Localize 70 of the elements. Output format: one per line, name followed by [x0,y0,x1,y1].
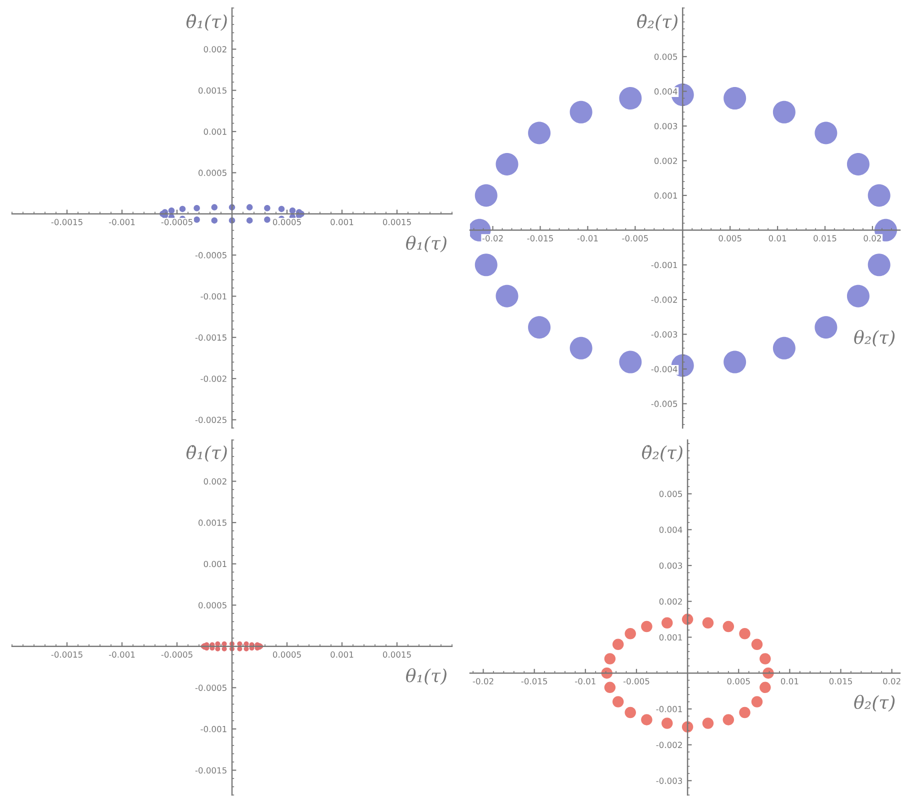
y-tick-label: 0.002 [654,158,677,164]
y-tick-label: 0.001 [204,128,226,135]
y-tick-label: -0.004 [651,366,678,372]
x-axis-title: θ₂(τ) [854,694,895,712]
x-tick-label: 0.005 [727,678,750,684]
y-tick-label: 0.001 [654,192,677,199]
x-axis-title: θ₁(τ) [406,236,446,252]
y-tick-label: 0.0015 [198,520,226,526]
x-tick-label: 0.01 [780,678,798,684]
x-tick-label: 0.02 [864,235,881,242]
x-tick-label: -0.001 [108,651,135,658]
y-axis-title: θ̇₁(τ) [186,445,227,462]
y-tick-label: 0.001 [204,560,226,568]
y-axis-title: θ̇₂(τ) [642,445,682,462]
y-tick-label: -0.001 [200,726,226,732]
x-tick-label: 0.02 [883,678,900,684]
y-tick-label: -0.001 [200,293,226,300]
x-tick-label: -0.0015 [51,218,82,226]
y-tick-label: 0.002 [659,598,682,605]
x-tick-label: -0.0015 [51,651,82,658]
y-tick-label: 0.0015 [198,87,226,94]
x-axis-title: θ₂(τ) [854,330,895,347]
y-tick-label: 0.0005 [198,602,226,608]
x-tick-label: -0.001 [108,218,135,226]
y-tick-label: 0.002 [204,46,226,52]
y-tick-label: 0.002 [204,478,226,485]
x-tick-label: 0.015 [829,678,852,684]
x-tick-label: 0.0005 [272,218,301,226]
y-tick-label: 0.003 [654,123,678,130]
x-tick-label: 0.015 [814,235,836,242]
y-tick-label: -0.0005 [195,684,226,691]
x-axis-title: θ₁(τ) [406,668,446,685]
y-tick-label: 0.004 [654,88,678,95]
x-tick-label: -0.0005 [161,651,192,658]
x-tick-label: 0.0015 [382,651,411,658]
x-tick-label: -0.015 [527,235,553,242]
x-tick-label: -0.02 [482,235,503,242]
y-tick-label: -0.0025 [195,416,226,424]
x-tick-label: -0.0005 [161,218,192,226]
y-tick-label: -0.001 [656,706,682,712]
x-tick-label: -0.005 [623,678,650,684]
x-tick-label: -0.01 [577,235,598,242]
y-axis-title: θ̇₂(τ) [637,14,678,31]
x-tick-label: -0.015 [521,678,548,684]
x-tick-label: -0.005 [622,235,648,242]
x-tick-label: 0.005 [718,235,742,242]
y-tick-label: -0.002 [656,742,682,748]
y-tick-label: 0.004 [659,526,682,533]
y-tick-label: -0.0015 [195,334,226,341]
y-tick-label: -0.003 [656,778,682,784]
y-tick-label: 0.0005 [198,170,226,176]
y-tick-label: 0.001 [659,634,682,641]
y-tick-label: 0.005 [659,490,682,498]
y-tick-label: -0.002 [651,296,677,303]
x-tick-label: 0.01 [768,235,786,242]
y-tick-label: -0.001 [651,262,677,268]
x-tick-label: 0.0005 [272,651,301,658]
y-tick-label: -0.002 [200,376,226,382]
y-tick-label: -0.003 [651,331,678,338]
x-tick-label: 0.001 [330,651,354,658]
y-tick-label: -0.005 [651,400,678,407]
x-tick-label: -0.02 [472,678,494,684]
y-tick-label: -0.0015 [195,767,226,774]
x-tick-label: 0.001 [330,218,354,226]
y-tick-label: 0.005 [654,54,678,60]
x-tick-label: -0.01 [575,678,596,684]
x-tick-label: 0.0015 [382,218,411,226]
y-axis-title: θ̇₁(τ) [186,14,227,31]
y-tick-label: 0.003 [659,562,682,569]
y-tick-label: -0.0005 [195,252,226,258]
